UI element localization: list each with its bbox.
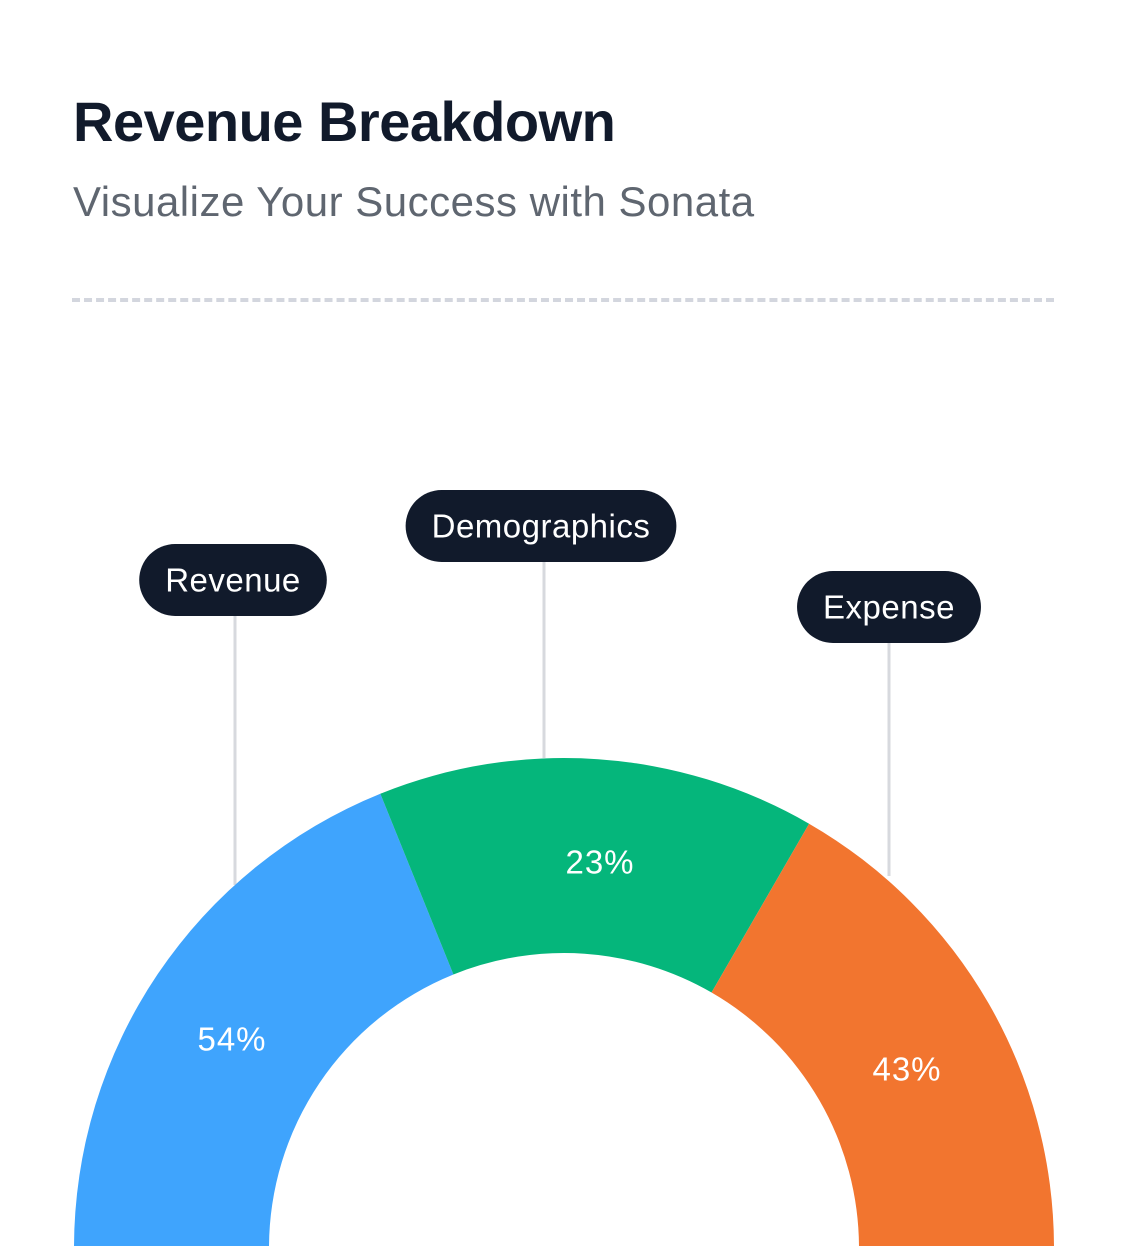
category-labels: Revenue Demographics Expense xyxy=(139,490,981,643)
category-label-revenue: Revenue xyxy=(139,544,327,616)
value-label-demographics: 23% xyxy=(565,844,634,881)
value-labels: 54% 23% 43% xyxy=(197,844,941,1088)
category-label-pill-revenue xyxy=(139,544,327,616)
leader-lines xyxy=(233,562,891,885)
value-label-revenue: 54% xyxy=(197,1021,266,1058)
chart-subtitle: Visualize Your Success with Sonata xyxy=(73,178,755,225)
chart-title: Revenue Breakdown xyxy=(73,90,616,153)
category-label-pill-expense xyxy=(797,571,981,643)
donut-slices xyxy=(74,758,1054,1246)
slice-demographics[interactable] xyxy=(380,758,810,993)
dashed-divider xyxy=(72,298,1054,302)
category-label-expense: Expense xyxy=(797,571,981,643)
slice-revenue[interactable] xyxy=(74,793,454,1246)
category-label-text-demographics: Demographics xyxy=(432,508,651,545)
value-label-expense: 43% xyxy=(872,1051,941,1088)
category-label-text-revenue: Revenue xyxy=(165,562,301,599)
category-label-demographics: Demographics xyxy=(405,490,677,562)
slice-expense[interactable] xyxy=(711,823,1054,1246)
category-label-pill-demographics xyxy=(405,490,677,562)
category-label-text-expense: Expense xyxy=(823,589,955,626)
